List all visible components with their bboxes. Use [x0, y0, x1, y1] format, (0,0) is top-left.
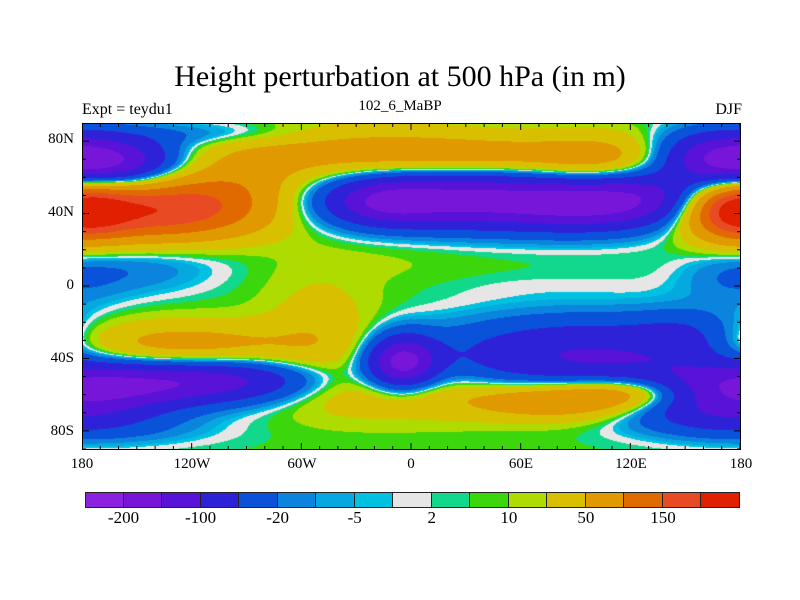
period-label: 102_6_MaBP — [358, 98, 442, 114]
colorbar-label: 10 — [500, 508, 518, 527]
y-tick-label: 80S — [50, 423, 74, 439]
x-tick-label: 120W — [173, 456, 211, 472]
y-tick-label: 80N — [48, 131, 74, 147]
y-tick-label: 0 — [66, 277, 75, 293]
x-tick-label: 60E — [508, 456, 534, 472]
contour-field — [82, 123, 741, 450]
plot-title: Height perturbation at 500 hPa (in m) — [174, 60, 626, 93]
colorbar-box — [662, 492, 702, 508]
x-tick-label: 180 — [729, 456, 753, 472]
colorbar-box — [239, 492, 278, 508]
colorbar-box — [393, 492, 432, 508]
colorbar-label: -100 — [184, 508, 217, 527]
colorbar-box — [585, 492, 625, 508]
season-label: DJF — [715, 101, 742, 118]
colorbar-box — [123, 492, 163, 508]
colorbar-box — [316, 492, 355, 508]
map-frame — [82, 123, 741, 450]
colorbar-box — [431, 492, 471, 508]
x-tick-label: 180 — [70, 456, 94, 472]
colorbar-box — [701, 492, 740, 508]
colorbar-label: -5 — [347, 508, 362, 527]
colorbar-box — [624, 492, 663, 508]
colorbar-box — [200, 492, 240, 508]
colorbar-box — [508, 492, 548, 508]
colorbar-box — [354, 492, 394, 508]
colorbar-box — [85, 492, 124, 508]
colorbar-label: 2 — [427, 508, 437, 527]
x-tick-label: 120E — [615, 456, 647, 472]
colorbar-box — [277, 492, 317, 508]
y-tick-label: 40N — [48, 204, 74, 220]
colorbar-label: 150 — [650, 508, 676, 527]
experiment-label: Expt = teydu1 — [82, 101, 173, 118]
colorbar-box — [470, 492, 509, 508]
colorbar-label: -20 — [266, 508, 289, 527]
colorbar-label: -200 — [107, 508, 140, 527]
colorbar — [85, 492, 740, 508]
y-tick-label: 40S — [50, 350, 74, 366]
colorbar-label: 50 — [577, 508, 595, 527]
colorbar-box — [162, 492, 201, 508]
x-tick-label: 60W — [287, 456, 317, 472]
colorbar-box — [547, 492, 586, 508]
x-tick-label: 0 — [407, 456, 415, 472]
